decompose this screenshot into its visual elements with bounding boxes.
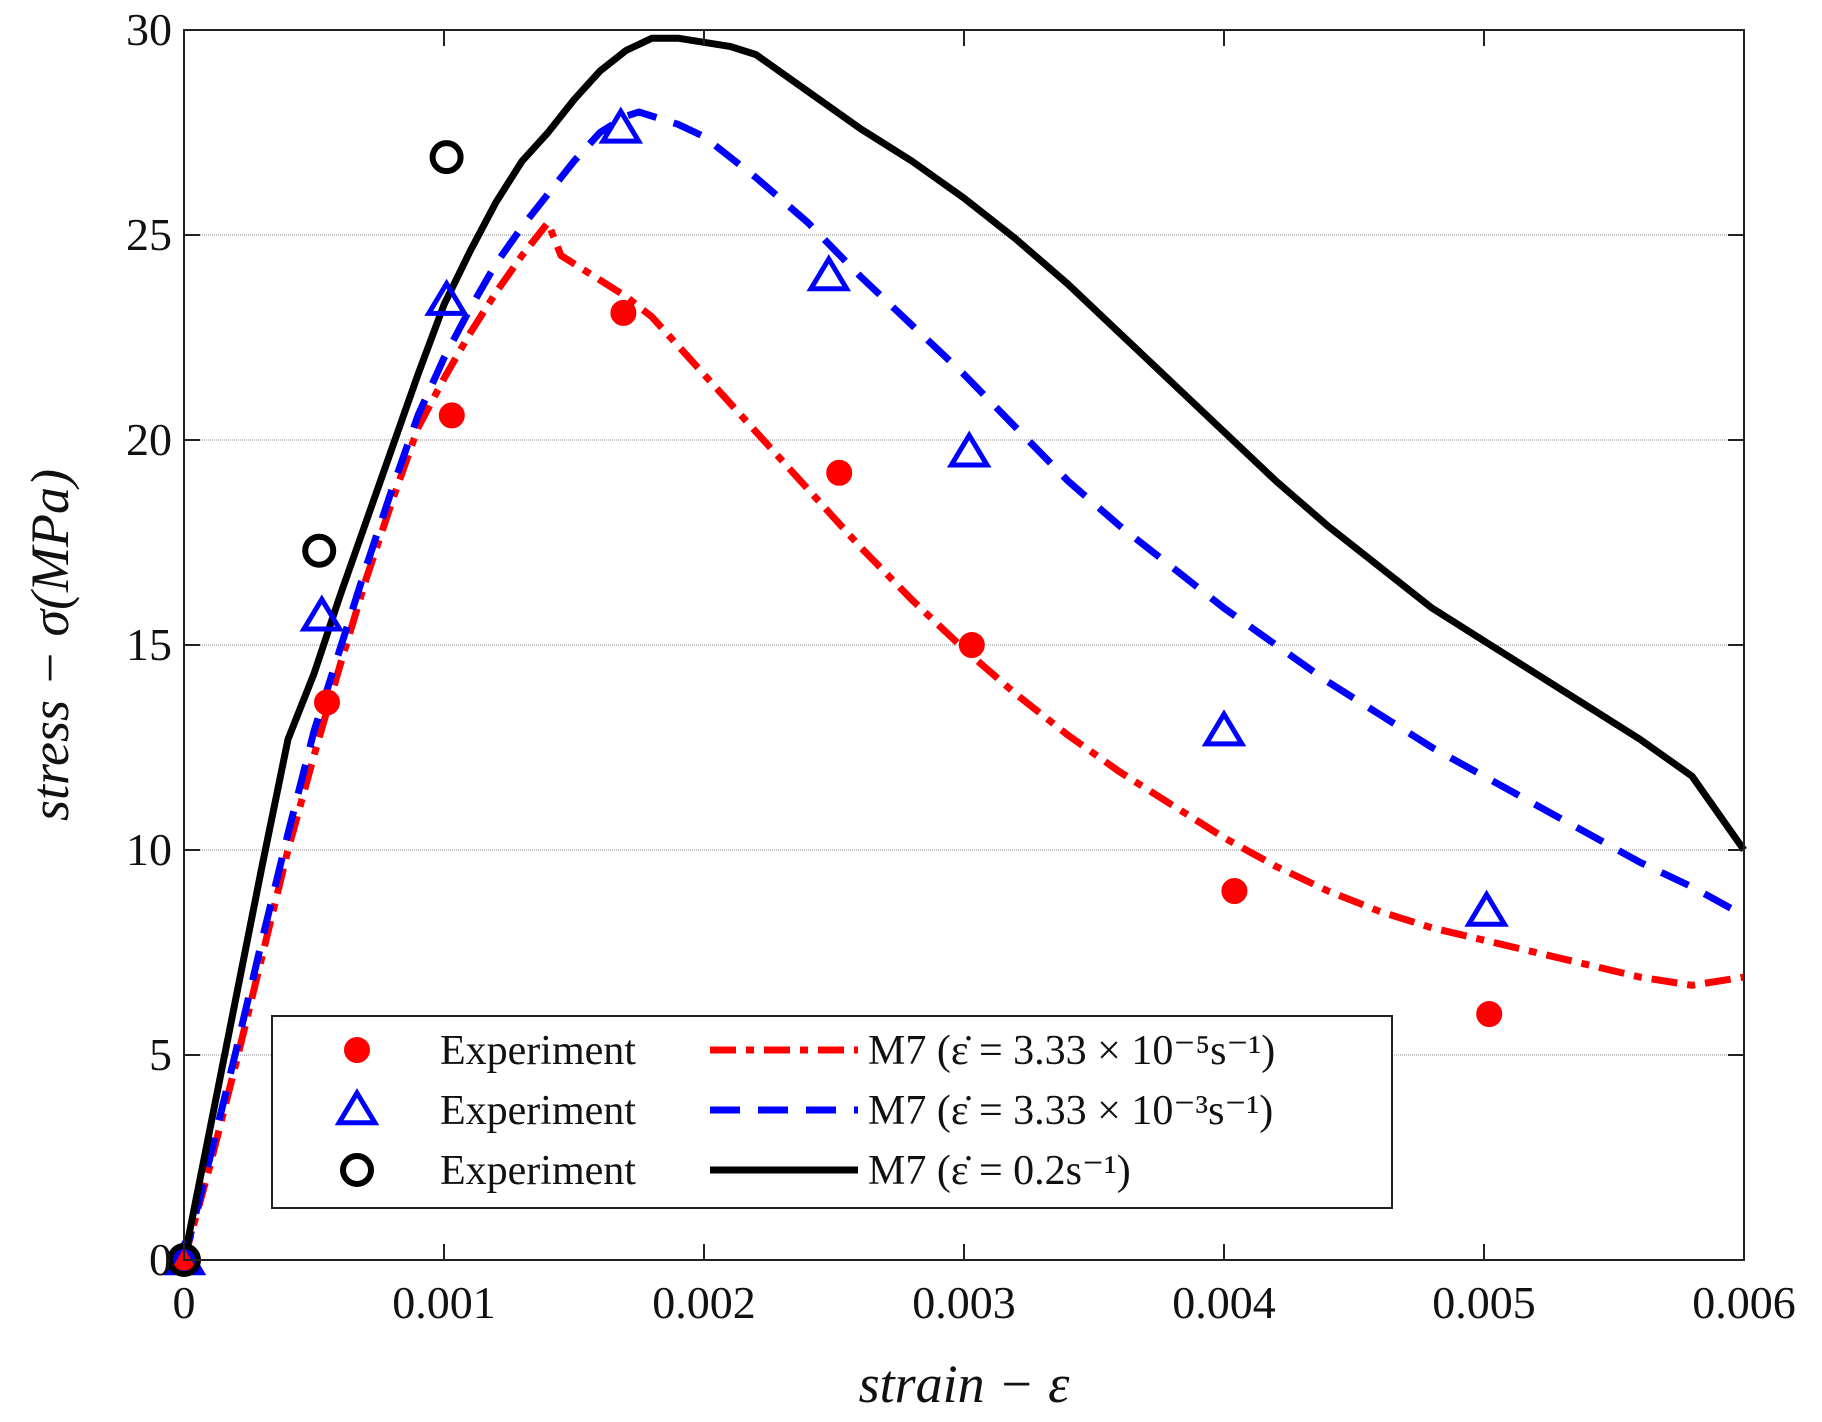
x-tick-label-6: 0.006: [1692, 1277, 1796, 1328]
x-axis-label: strain − ε: [859, 1354, 1070, 1414]
x-tick-label-1: 0.001: [392, 1277, 496, 1328]
x-tick-label-5: 0.005: [1432, 1277, 1536, 1328]
legend-marker-0: [344, 1037, 370, 1063]
legend-marker-label-2: Experiment: [440, 1148, 636, 1194]
series-2-point-2: [429, 140, 464, 175]
y-tick-label-3: 15: [126, 619, 172, 670]
series-0-point-7: [1476, 1001, 1503, 1027]
legend-marker-2: [340, 1153, 374, 1187]
series-0-point-3: [610, 299, 637, 326]
legend: Experiment M7 (ε̇ = 3.33 × 10⁻⁵s⁻¹) Experi…: [271, 1015, 1393, 1209]
x-tick-label-3: 0.003: [912, 1277, 1016, 1328]
series-0-point-2: [438, 402, 465, 429]
y-tick-label-4: 20: [126, 414, 172, 465]
legend-marker-label-1: Experiment: [440, 1088, 636, 1134]
series-line-3: [180, 219, 1745, 1261]
series-1-point-6: [1201, 709, 1247, 747]
legend-marker-label-0: Experiment: [440, 1028, 636, 1074]
legend-line-label-0: M7 (ε̇ = 3.33 × 10⁻⁵s⁻¹): [868, 1028, 1275, 1074]
y-tick-label-5: 25: [126, 209, 172, 260]
series-line-4: [180, 108, 1746, 1261]
series-1-point-2: [424, 278, 469, 316]
series-1-point-7: [1464, 889, 1509, 927]
series-1-point-1: [299, 594, 345, 632]
series-1-point-3: [598, 106, 644, 144]
series-1-point-5: [946, 430, 992, 468]
x-tick-label-2: 0.002: [652, 1277, 756, 1328]
y-tick-label-0: 0: [149, 1234, 172, 1285]
series-line-5: [180, 34, 1747, 1261]
legend-line-label-1: M7 (ε̇ = 3.33 × 10⁻³s⁻¹): [868, 1088, 1273, 1134]
y-tick-label-2: 10: [126, 824, 172, 875]
y-tick-label-1: 5: [149, 1029, 172, 1080]
series-2-point-1: [302, 533, 337, 568]
axis-ticks: 0 5 10 15 20 25 30 0 0.001 0.002 0.003 0.004 0.005 0.…: [126, 4, 1796, 1328]
series-0-point-4: [826, 459, 853, 486]
y-tick-label-6: 30: [126, 4, 172, 55]
series-0-point-6: [1221, 878, 1248, 904]
y-axis-label: stress − σ(MPa): [20, 469, 80, 821]
x-tick-label-0: 0: [173, 1277, 196, 1328]
series-0-point-1: [314, 689, 340, 716]
series-0-point-5: [958, 632, 985, 658]
legend-marker-1: [334, 1088, 380, 1126]
x-tick-label-4: 0.004: [1172, 1277, 1276, 1328]
legend-line-label-2: M7 (ε̇ = 0.2s⁻¹): [868, 1148, 1131, 1194]
series-1-point-4: [806, 254, 852, 292]
